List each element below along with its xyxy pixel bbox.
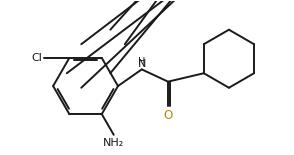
Text: H: H (138, 57, 146, 67)
Text: Cl: Cl (31, 53, 42, 63)
Text: N: N (138, 59, 146, 69)
Text: O: O (163, 109, 173, 122)
Text: NH₂: NH₂ (103, 137, 124, 148)
